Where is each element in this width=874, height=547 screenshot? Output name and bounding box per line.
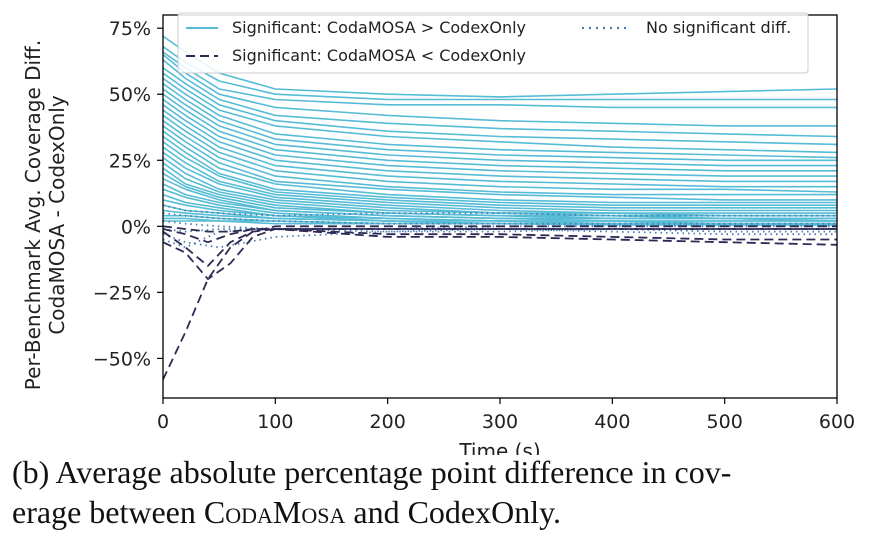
series-line-solid-9 (163, 88, 837, 167)
x-tick-label: 100 (257, 411, 293, 433)
caption-part-3: M (272, 494, 302, 530)
series-line-solid-17 (163, 130, 837, 204)
y-tick-label: 0% (121, 216, 151, 238)
series-line-solid-11 (163, 98, 837, 177)
x-tick-label: 500 (707, 411, 743, 433)
series-line-solid-7 (163, 77, 837, 159)
series-lines (163, 35, 837, 380)
y-axis-title-2: CodaMOSA - CodexOnly (45, 95, 69, 334)
series-line-solid-29 (163, 193, 837, 225)
caption-line-1: (b) Average absolute percentage point di… (12, 454, 732, 490)
x-tick-label: 600 (819, 411, 855, 433)
series-line-solid-16 (163, 125, 837, 201)
series-line-solid-3 (163, 53, 837, 127)
series-line-solid-18 (163, 135, 837, 206)
caption-line-2: erage between CodaMosa and CodexOnly. (12, 492, 862, 532)
x-axis-title: Time (s) (458, 439, 540, 455)
series-line-solid-2 (163, 51, 837, 109)
series-line-solid-8 (163, 83, 837, 162)
series-line-solid-20 (163, 146, 837, 212)
series-line-solid-15 (163, 120, 837, 196)
series-line-solid-22 (163, 156, 837, 217)
y-axis: 75% 50% 25% 0% −25% −50% (93, 18, 163, 370)
series-dashed (163, 225, 837, 380)
series-line-dotted-1 (163, 228, 837, 249)
series-line-solid-21 (163, 151, 837, 214)
legend-label-no-significant: No significant diff. (646, 18, 791, 37)
caption-part-1: erage between C (12, 494, 226, 530)
legend: Significant: CodaMOSA > CodexOnly No sig… (177, 12, 809, 74)
x-tick-label: 400 (594, 411, 630, 433)
series-line-solid-6 (163, 72, 837, 154)
series-line-dotted-3 (163, 204, 837, 217)
series-line-dotted-2 (163, 212, 837, 225)
x-tick-label: 200 (370, 411, 406, 433)
x-tick-label: 300 (482, 411, 518, 433)
y-tick-label: 50% (109, 84, 151, 106)
y-tick-label: 25% (109, 150, 151, 172)
y-tick-label: 75% (109, 18, 151, 40)
series-line-solid-13 (163, 109, 837, 188)
figure-caption: (b) Average absolute percentage point di… (12, 452, 862, 532)
y-tick-label: −25% (93, 282, 151, 304)
legend-label-significant-less: Significant: CodaMOSA < CodexOnly (232, 46, 526, 65)
series-line-solid-4 (163, 59, 837, 138)
series-line-dashed-4 (163, 225, 837, 241)
coverage-diff-chart: 75%50%25%0%−25%−50% 0 100 200 300 400 500 600 … (21, 12, 855, 455)
series-line-solid-5 (163, 67, 837, 146)
y-tick-label: −50% (93, 348, 151, 370)
series-line-solid-12 (163, 104, 837, 183)
series-line-solid-19 (163, 141, 837, 209)
caption-part-4: osa (301, 494, 346, 530)
series-line-solid-14 (163, 114, 837, 193)
legend-box (177, 12, 809, 74)
series-line-dashed-2 (163, 228, 837, 267)
series-line-solid-10 (163, 93, 837, 172)
series-line-solid-35 (163, 220, 837, 226)
caption-part-2: oda (225, 494, 273, 530)
series-line-solid-23 (163, 162, 837, 217)
y-axis-title: Per-Benchmark Avg. Coverage Diff. (21, 40, 45, 390)
legend-label-significant-greater: Significant: CodaMOSA > CodexOnly (232, 18, 526, 37)
caption-part-5: and CodexOnly. (345, 494, 562, 530)
series-line-dotted-5 (163, 220, 837, 230)
x-axis: 0 100 200 300 400 500 600 (157, 398, 855, 433)
x-tick-label: 0 (157, 411, 169, 433)
series-line-dashed-0 (163, 225, 837, 380)
